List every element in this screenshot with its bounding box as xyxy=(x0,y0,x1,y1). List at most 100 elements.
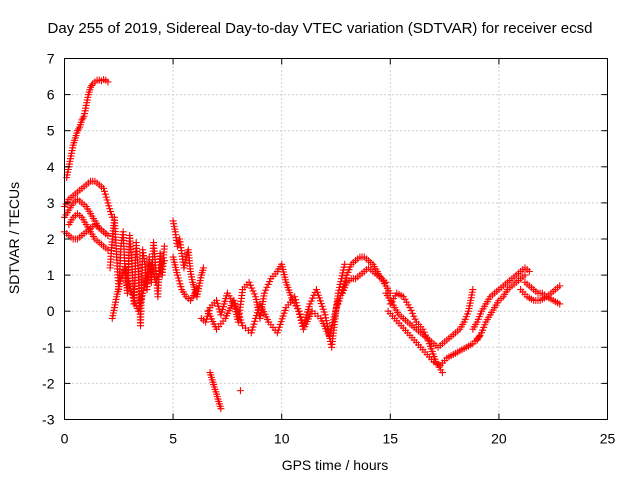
data-point xyxy=(475,332,483,340)
series-arc-13 xyxy=(334,253,394,308)
data-point xyxy=(336,294,344,302)
data-point xyxy=(200,264,208,272)
data-point xyxy=(262,286,270,294)
y-tick-label: -1 xyxy=(42,339,55,355)
data-point xyxy=(105,202,113,210)
series-rise-20 xyxy=(469,264,533,333)
data-point xyxy=(334,300,342,308)
data-point xyxy=(248,326,256,334)
data-point xyxy=(556,300,564,308)
data-point xyxy=(126,282,134,290)
data-point xyxy=(295,308,303,316)
data-point xyxy=(245,278,253,286)
data-point xyxy=(264,280,272,288)
data-point xyxy=(410,312,418,320)
data-point xyxy=(423,334,431,342)
series-cluster-2to4 xyxy=(106,213,168,330)
series-rise-20b xyxy=(473,271,529,344)
data-point xyxy=(249,287,257,295)
series-arc-5b xyxy=(169,253,203,304)
data-point xyxy=(556,282,564,290)
series-arc-d xyxy=(65,210,112,254)
series-arc-13b xyxy=(339,264,390,297)
y-tick-label: 3 xyxy=(47,195,55,211)
data-point xyxy=(127,285,135,293)
data-point xyxy=(249,323,257,331)
data-point xyxy=(521,271,529,279)
series-cluster-lower xyxy=(108,257,168,322)
y-tick-label: 1 xyxy=(47,267,55,283)
data-point xyxy=(104,199,112,207)
data-point xyxy=(248,284,256,292)
data-point xyxy=(294,305,302,313)
data-point xyxy=(292,299,300,307)
series-mid-cluster xyxy=(197,260,349,351)
chart-title: Day 255 of 2019, Sidereal Day-to-day VTE… xyxy=(48,20,593,37)
data-point xyxy=(266,278,274,286)
data-point xyxy=(173,271,181,279)
series-negative-spike xyxy=(206,369,225,413)
data-point xyxy=(419,325,427,333)
data-point xyxy=(213,296,221,304)
y-tick-label: 4 xyxy=(47,159,55,175)
series-isolated-point xyxy=(236,387,244,395)
data-point xyxy=(127,288,135,296)
x-tick-label: 25 xyxy=(600,431,616,447)
y-tick-label: -3 xyxy=(42,412,55,428)
series-arc-a xyxy=(61,177,116,221)
data-point xyxy=(100,184,108,192)
data-point xyxy=(469,286,477,294)
data-point xyxy=(177,283,185,291)
data-point xyxy=(101,190,109,198)
data-point xyxy=(102,193,110,201)
data-point xyxy=(438,369,446,377)
y-tick-label: 2 xyxy=(47,231,55,247)
data-point xyxy=(107,210,115,218)
data-point xyxy=(406,304,414,312)
grid xyxy=(64,58,608,420)
data-point xyxy=(295,310,303,318)
data-point xyxy=(79,114,87,122)
y-tick-label: -2 xyxy=(42,375,55,391)
data-point xyxy=(88,82,96,90)
data-point xyxy=(104,231,112,239)
data-point xyxy=(253,312,261,320)
y-tick-label: 7 xyxy=(47,51,55,67)
data-point xyxy=(217,405,225,413)
data-point xyxy=(382,278,390,286)
series-tail-22b xyxy=(517,286,564,308)
x-axis-label: GPS time / hours xyxy=(282,457,389,473)
data-point xyxy=(306,300,314,308)
data-point xyxy=(100,187,108,195)
data-point xyxy=(253,309,261,317)
data-point xyxy=(307,297,315,305)
data-point xyxy=(322,314,330,322)
y-tick-label: 6 xyxy=(47,87,55,103)
data-point xyxy=(246,281,254,289)
data-point xyxy=(254,306,262,314)
data-point xyxy=(213,299,221,307)
series-rising-arc xyxy=(63,75,112,182)
data-point xyxy=(291,293,299,301)
data-point xyxy=(260,289,268,297)
data-point xyxy=(335,297,343,305)
y-tick-label: 0 xyxy=(47,303,55,319)
y-tick-label: 5 xyxy=(47,123,55,139)
data-point xyxy=(103,196,111,204)
data-point xyxy=(175,277,183,285)
data-point xyxy=(420,328,428,336)
data-points xyxy=(61,75,564,413)
data-point xyxy=(296,313,304,321)
x-tick-label: 0 xyxy=(61,431,69,447)
data-point xyxy=(160,257,168,265)
data-point xyxy=(424,337,432,345)
data-point xyxy=(252,314,260,322)
x-tick-label: 10 xyxy=(274,431,290,447)
data-point xyxy=(75,125,83,133)
data-point xyxy=(309,294,317,302)
data-point xyxy=(293,302,301,310)
data-point xyxy=(408,309,416,317)
data-point xyxy=(263,283,271,291)
data-point xyxy=(251,317,259,325)
